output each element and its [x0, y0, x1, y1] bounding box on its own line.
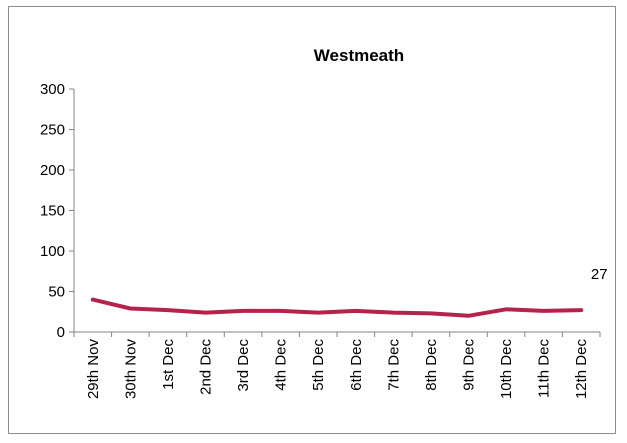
y-axis-ticks: 0 50 100 150 200 250 300 — [40, 81, 74, 341]
x-tick-label: 6th Dec — [348, 339, 365, 391]
y-tick-label: 150 — [40, 203, 65, 220]
x-tick-label: 10th Dec — [498, 339, 515, 400]
x-tick-label: 5th Dec — [310, 339, 327, 391]
y-tick-label: 300 — [40, 81, 65, 98]
x-tick-label: 3rd Dec — [235, 339, 252, 392]
x-tick-label: 1st Dec — [160, 339, 177, 390]
axes — [73, 89, 600, 333]
data-label: 27 — [591, 266, 608, 283]
y-tick-label: 50 — [48, 284, 65, 301]
x-tick-label: 11th Dec — [536, 339, 553, 398]
x-tick-label: 12th Dec — [573, 339, 590, 400]
y-tick-label: 200 — [40, 162, 65, 179]
y-tick-label: 0 — [57, 324, 65, 341]
chart-frame — [8, 6, 616, 434]
x-axis-ticks: 29th Nov 30th Nov 1st Dec 2nd Dec 3rd Dec 4th… — [73, 332, 601, 400]
x-tick-label: 29th Nov — [85, 339, 102, 400]
x-tick-label: 8th Dec — [423, 339, 440, 391]
x-tick-label: 30th Nov — [122, 339, 139, 400]
y-tick-label: 250 — [40, 122, 65, 139]
data-labels: 27 — [591, 266, 608, 283]
y-tick-label: 100 — [40, 243, 65, 260]
x-tick-label: 7th Dec — [385, 339, 402, 391]
series-layer — [90, 297, 584, 318]
series-line — [90, 297, 584, 318]
chart-title: Westmeath — [314, 46, 404, 65]
x-tick-label: 2nd Dec — [198, 339, 215, 395]
x-tick-label: 4th Dec — [273, 339, 290, 391]
x-tick-label: 9th Dec — [461, 339, 478, 391]
